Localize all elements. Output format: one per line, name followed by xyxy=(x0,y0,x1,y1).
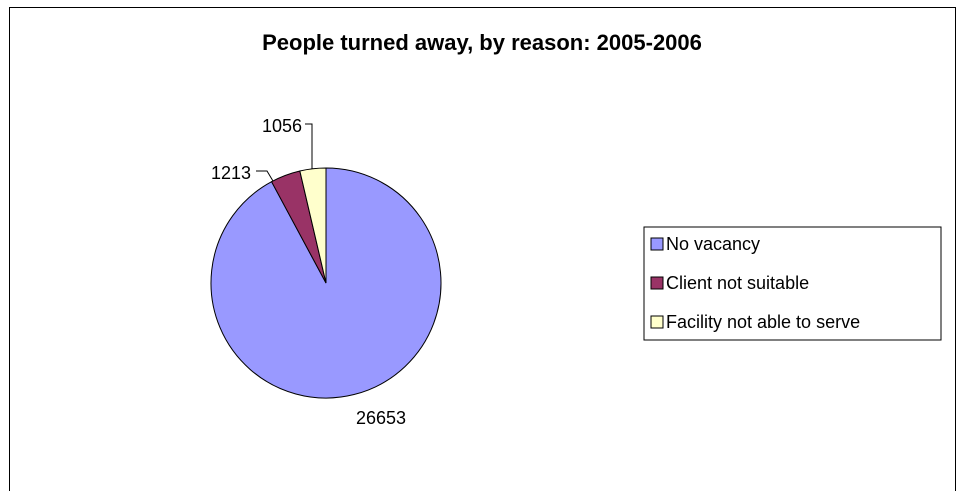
pie-slice-facility-not-able-to-serve xyxy=(299,167,327,284)
legend: No vacancy Client not suitable Facility no… xyxy=(643,226,942,341)
data-labels: 26653 1213 1056 xyxy=(211,116,406,428)
leader-line xyxy=(305,123,313,169)
chart-title: People turned away, by reason: 2005-2006 xyxy=(262,30,702,55)
legend-label: Client not suitable xyxy=(666,273,809,293)
data-label: 1056 xyxy=(262,116,302,136)
data-label: 1213 xyxy=(211,163,251,183)
legend-label: No vacancy xyxy=(666,234,760,254)
legend-swatch xyxy=(650,237,664,251)
legend-label: Facility not able to serve xyxy=(666,312,860,332)
leader-line xyxy=(256,170,274,182)
pie-slices xyxy=(210,167,442,399)
data-label: 26653 xyxy=(356,408,406,428)
legend-swatch xyxy=(650,315,664,329)
leader-lines xyxy=(256,123,313,182)
legend-frame xyxy=(643,226,942,341)
legend-swatch xyxy=(650,276,664,290)
